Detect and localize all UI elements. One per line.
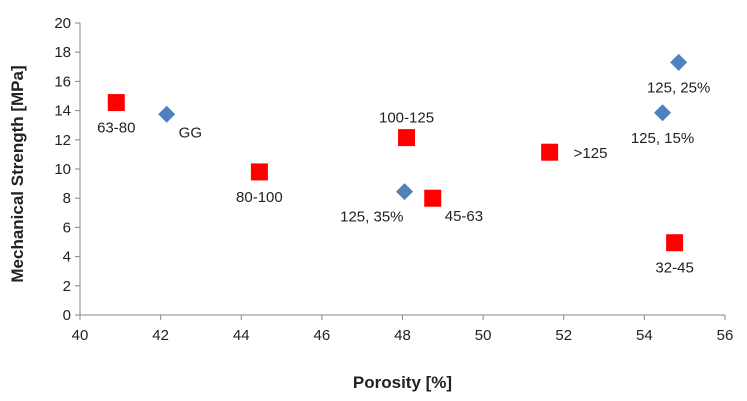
y-tick-label: 14 (54, 103, 71, 120)
square-marker (424, 189, 442, 207)
point-label: 45-63 (445, 208, 483, 225)
y-tick-label: 10 (54, 161, 71, 178)
point-label: 125, 25% (647, 79, 710, 96)
square-marker (398, 129, 416, 147)
diamond-marker (654, 104, 672, 122)
point-label: 100-125 (379, 110, 434, 127)
x-tick-label: 48 (394, 327, 411, 344)
point-label: 125, 15% (631, 130, 694, 147)
y-tick-label: 8 (63, 190, 71, 207)
point-label: >125 (574, 145, 608, 162)
x-tick-label: 40 (72, 327, 89, 344)
point-label: 80-100 (236, 189, 283, 206)
y-tick-label: 16 (54, 73, 71, 90)
y-tick-label: 2 (63, 278, 71, 295)
x-tick-label: 46 (314, 327, 331, 344)
point-label: 32-45 (655, 260, 693, 277)
y-tick-label: 4 (63, 249, 71, 266)
diamond-marker (158, 105, 176, 123)
x-tick-label: 42 (152, 327, 169, 344)
x-tick-label: 44 (233, 327, 250, 344)
square-marker (250, 163, 268, 181)
y-tick-label: 18 (54, 44, 71, 61)
square-marker (666, 234, 684, 252)
y-axis-title: Mechanical Strength [MPa] (8, 65, 27, 282)
y-tick-label: 6 (63, 219, 71, 236)
point-label: 63-80 (97, 120, 135, 137)
y-tick-label: 20 (54, 15, 71, 32)
diamond-marker (670, 53, 688, 71)
square-marker (107, 94, 125, 112)
x-axis-title: Porosity [%] (353, 373, 452, 392)
y-tick-label: 0 (63, 307, 71, 324)
x-tick-label: 50 (475, 327, 492, 344)
point-label: GG (179, 124, 202, 141)
chart-point-labels: GG 125, 35% 125, 15% 125, 25% 63-80 80-100 100… (97, 79, 710, 276)
diamond-marker (396, 183, 414, 201)
x-tick-label: 56 (717, 327, 734, 344)
point-label: 125, 35% (340, 209, 403, 226)
x-tick-label: 52 (555, 327, 572, 344)
y-tick-label: 12 (54, 132, 71, 149)
chart-marks (107, 53, 688, 252)
x-tick-label: 54 (636, 327, 653, 344)
square-marker (541, 143, 559, 161)
